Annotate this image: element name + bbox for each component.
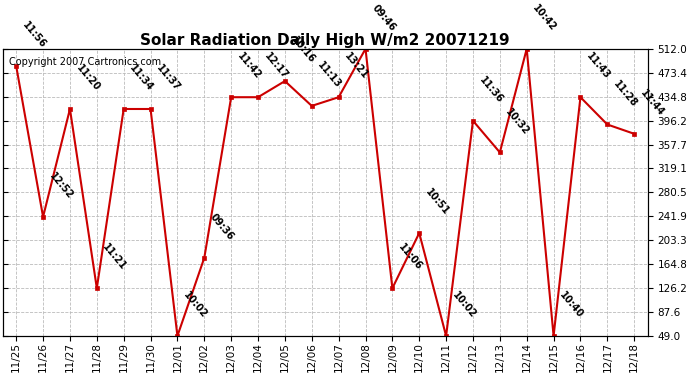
- Text: 11:44: 11:44: [638, 88, 666, 118]
- Text: 10:42: 10:42: [531, 3, 558, 33]
- Text: 11:06: 11:06: [396, 242, 424, 272]
- Text: 11:42: 11:42: [235, 51, 263, 81]
- Text: 11:34: 11:34: [128, 63, 155, 93]
- Text: 09:36: 09:36: [208, 212, 236, 242]
- Text: Copyright 2007 Cartronics.com: Copyright 2007 Cartronics.com: [9, 57, 161, 68]
- Text: 10:40: 10:40: [558, 290, 585, 320]
- Text: 11:37: 11:37: [155, 63, 182, 93]
- Text: 10:32: 10:32: [504, 106, 531, 136]
- Text: 12:52: 12:52: [47, 171, 75, 201]
- Text: 11:36: 11:36: [477, 75, 504, 105]
- Text: 11:43: 11:43: [584, 51, 612, 81]
- Text: 11:20: 11:20: [74, 63, 101, 93]
- Text: 10:02: 10:02: [181, 290, 209, 320]
- Title: Solar Radiation Daily High W/m2 20071219: Solar Radiation Daily High W/m2 20071219: [140, 33, 510, 48]
- Text: 11:21: 11:21: [101, 242, 128, 272]
- Text: 11:13: 11:13: [316, 60, 344, 90]
- Text: 10:02: 10:02: [450, 290, 477, 320]
- Text: 09:46: 09:46: [370, 3, 397, 33]
- Text: 10:16: 10:16: [289, 35, 317, 65]
- Text: 10:51: 10:51: [423, 187, 451, 217]
- Text: 13:21: 13:21: [343, 51, 371, 81]
- Text: 12:17: 12:17: [262, 51, 290, 81]
- Text: 11:28: 11:28: [611, 78, 639, 109]
- Text: 11:56: 11:56: [20, 20, 48, 50]
